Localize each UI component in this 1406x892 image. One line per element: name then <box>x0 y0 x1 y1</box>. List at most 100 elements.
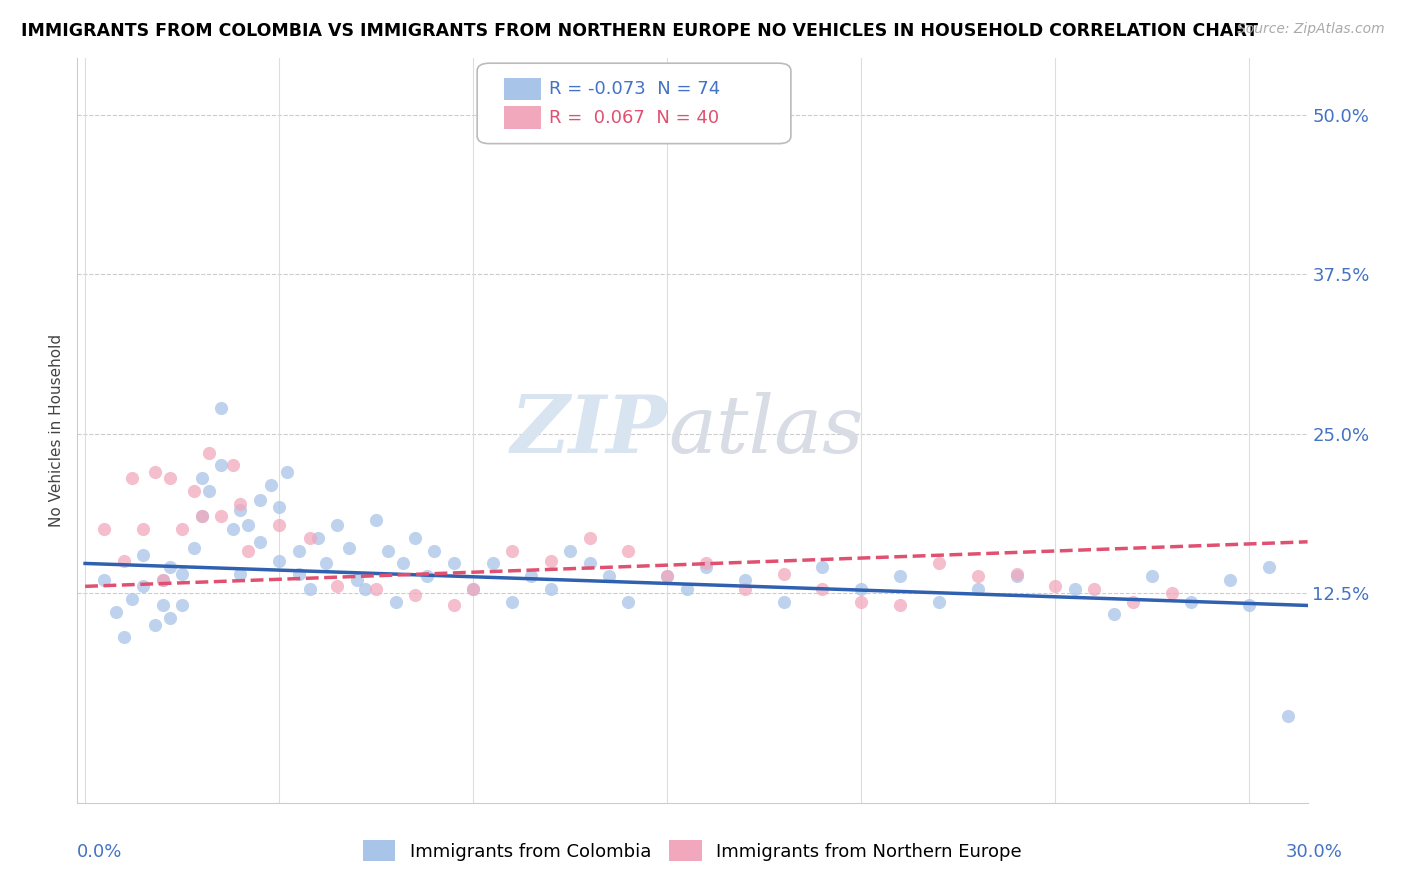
Point <box>198 445 221 459</box>
Point <box>481 557 503 571</box>
Point <box>1219 573 1241 587</box>
Y-axis label: No Vehicles in Household: No Vehicles in Household <box>49 334 65 527</box>
Point <box>209 458 232 473</box>
Legend: Immigrants from Colombia, Immigrants from Northern Europe: Immigrants from Colombia, Immigrants fro… <box>356 833 1029 868</box>
Point <box>540 554 562 568</box>
Point <box>93 522 115 536</box>
Point <box>229 503 252 517</box>
Point <box>299 531 322 545</box>
Point <box>152 599 174 613</box>
Point <box>209 401 232 416</box>
Point <box>143 617 166 632</box>
Point <box>221 522 243 536</box>
Point <box>889 569 911 583</box>
Point <box>1005 566 1028 581</box>
Point <box>1277 709 1299 723</box>
Point <box>928 557 950 571</box>
Point <box>198 483 221 498</box>
Point <box>269 500 291 515</box>
Point <box>337 541 360 556</box>
Point <box>159 560 181 574</box>
Point <box>772 594 794 608</box>
Point <box>172 522 194 536</box>
Point <box>93 573 115 587</box>
Point <box>772 566 794 581</box>
Point <box>249 534 271 549</box>
Text: R = -0.073  N = 74: R = -0.073 N = 74 <box>548 80 720 98</box>
Point <box>377 543 399 558</box>
Point <box>617 594 640 608</box>
Text: atlas: atlas <box>668 392 863 469</box>
Point <box>1160 585 1182 599</box>
Point <box>183 483 205 498</box>
Point <box>143 465 166 479</box>
Point <box>1122 594 1144 608</box>
Point <box>501 543 523 558</box>
Point <box>366 582 388 596</box>
Point <box>415 569 437 583</box>
Point <box>249 492 271 507</box>
FancyBboxPatch shape <box>505 106 541 128</box>
Point <box>287 543 309 558</box>
Point <box>617 543 640 558</box>
Point <box>392 557 415 571</box>
Point <box>159 471 181 485</box>
Point <box>326 518 349 533</box>
Point <box>229 497 252 511</box>
Point <box>560 543 582 558</box>
Point <box>734 573 756 587</box>
Point <box>132 522 155 536</box>
Point <box>112 630 135 644</box>
Point <box>811 560 834 574</box>
Point <box>229 566 252 581</box>
Point <box>269 554 291 568</box>
Point <box>236 518 259 533</box>
Point <box>657 569 679 583</box>
Point <box>159 611 181 625</box>
Point <box>307 531 329 545</box>
Point <box>928 594 950 608</box>
Point <box>443 557 465 571</box>
Point <box>851 594 873 608</box>
Point <box>695 560 717 574</box>
Point <box>236 543 259 558</box>
Point <box>152 573 174 587</box>
Point <box>695 557 717 571</box>
Point <box>260 477 283 491</box>
Point <box>269 518 291 533</box>
Point <box>675 582 697 596</box>
Point <box>183 541 205 556</box>
Point <box>152 573 174 587</box>
Point <box>132 579 155 593</box>
Point <box>353 582 375 596</box>
Point <box>463 582 485 596</box>
Point <box>1180 594 1202 608</box>
Point <box>657 569 679 583</box>
Point <box>1102 607 1125 622</box>
Point <box>811 582 834 596</box>
Point <box>578 531 600 545</box>
Point <box>966 569 988 583</box>
Point <box>315 557 337 571</box>
Point <box>851 582 873 596</box>
Point <box>578 557 600 571</box>
Point <box>346 573 368 587</box>
Point <box>209 509 232 524</box>
Point <box>463 582 485 596</box>
Text: IMMIGRANTS FROM COLOMBIA VS IMMIGRANTS FROM NORTHERN EUROPE NO VEHICLES IN HOUSE: IMMIGRANTS FROM COLOMBIA VS IMMIGRANTS F… <box>21 22 1258 40</box>
Text: ZIP: ZIP <box>510 392 668 469</box>
Point <box>276 465 298 479</box>
Point <box>1142 569 1164 583</box>
Point <box>734 582 756 596</box>
Point <box>112 554 135 568</box>
Point <box>966 582 988 596</box>
Text: R =  0.067  N = 40: R = 0.067 N = 40 <box>548 109 718 127</box>
Point <box>190 509 212 524</box>
Text: 0.0%: 0.0% <box>77 843 122 861</box>
Point <box>172 566 194 581</box>
Point <box>423 543 446 558</box>
Point <box>366 513 388 527</box>
Point <box>121 592 143 607</box>
Point <box>889 599 911 613</box>
Point <box>598 569 620 583</box>
